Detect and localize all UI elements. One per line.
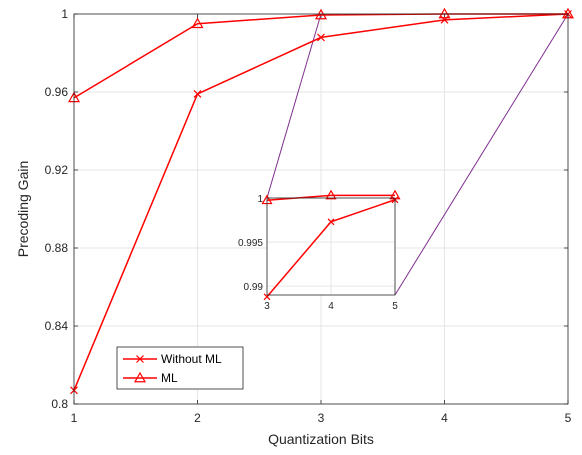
- y-tick-label: 1: [61, 7, 68, 21]
- inset-y-tick-label: 1: [257, 194, 263, 205]
- x-tick-label: 1: [71, 411, 78, 425]
- legend: Without ML ML: [116, 346, 244, 390]
- inset-y-tick-label: 0.995: [238, 238, 263, 249]
- main-plot-frame: [73, 13, 569, 405]
- inset-data-point-ml: [325, 189, 337, 200]
- data-point-without-ml: [317, 33, 325, 42]
- inset-frame: [266, 197, 396, 296]
- inset-data-point-without-ml: [327, 218, 335, 226]
- x-tick-label: 4: [441, 411, 448, 425]
- inset-x-tick-label: 3: [264, 301, 270, 312]
- y-tick-label: 0.92: [45, 163, 69, 177]
- y-tick-label: 0.8: [51, 397, 68, 411]
- inset-x-tick-label: 5: [392, 301, 398, 312]
- x-tick-label: 5: [565, 411, 572, 425]
- legend-marker-ml: [133, 371, 147, 383]
- inset-y-tick-label: 0.99: [244, 282, 264, 293]
- y-tick-label: 0.84: [45, 319, 69, 333]
- data-point-without-ml: [193, 90, 202, 98]
- x-tick-label: 2: [194, 411, 201, 425]
- x-tick-label: 3: [318, 411, 325, 425]
- data-point-ml: [191, 17, 204, 29]
- x-axis-label: Quantization Bits: [268, 431, 374, 447]
- legend-label-ml: ML: [161, 371, 178, 385]
- y-axis-label: Precoding Gain: [15, 161, 31, 258]
- data-point-ml: [438, 7, 451, 19]
- main-tick-labels: 1 2 3 4 5 0.8 0.84 0.88 0.92 0.96 1: [45, 7, 572, 425]
- y-tick-label: 0.96: [45, 85, 69, 99]
- inset-series-line-ml: [266, 194, 395, 201]
- zoom-connector-line: [394, 13, 569, 296]
- y-tick-label: 0.88: [45, 241, 69, 255]
- legend-marker-without-ml: [136, 355, 144, 363]
- inset-x-tick-label: 4: [328, 301, 334, 312]
- inset-zoom-plot: 3 4 5 0.99 0.995 1: [238, 189, 401, 312]
- zoom-connector-lines: [266, 13, 569, 296]
- legend-label-without-ml: Without ML: [161, 352, 222, 366]
- zoom-connector-line: [266, 13, 322, 199]
